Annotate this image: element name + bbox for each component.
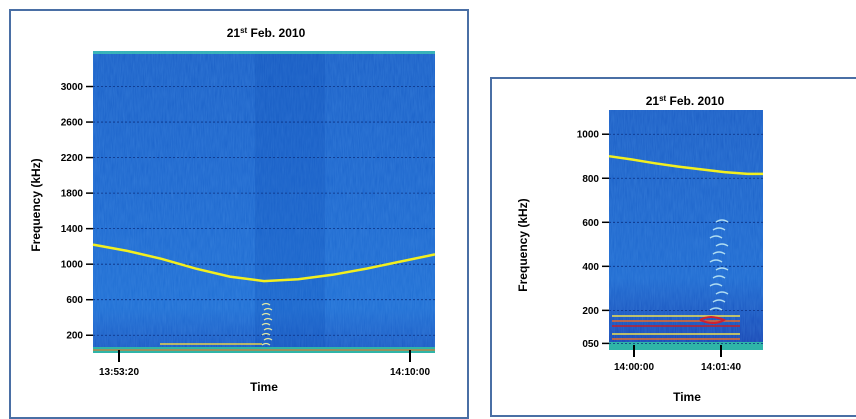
left-dark-band bbox=[255, 51, 325, 353]
burst-stroke bbox=[712, 251, 726, 255]
burst-stroke bbox=[709, 283, 723, 287]
right-x-axis-label: Time bbox=[673, 390, 701, 404]
burst-stroke bbox=[712, 299, 726, 303]
burst-stroke bbox=[712, 275, 726, 279]
right-chart-title: 21st Feb. 2010 bbox=[646, 94, 725, 108]
y-tick-label: 400 bbox=[582, 262, 599, 273]
left-chart-title: 21st Feb. 2010 bbox=[227, 26, 306, 40]
left-plot-noise bbox=[93, 51, 435, 353]
burst-stroke bbox=[715, 267, 729, 271]
left-y-axis-label: Frequency (kHz) bbox=[29, 158, 43, 251]
burst-stroke bbox=[709, 307, 723, 311]
y-tick-label: 1800 bbox=[61, 189, 84, 200]
right-gridlines bbox=[609, 133, 763, 344]
left-top-edge bbox=[93, 51, 435, 54]
burst-stroke bbox=[261, 342, 271, 346]
right-y-axis-label: Frequency (kHz) bbox=[516, 198, 530, 291]
left-plasma-frequency-curve bbox=[92, 243, 436, 283]
burst-stroke bbox=[715, 219, 729, 223]
spectrogram-figure: 21st Feb. 2010 200 600 1000 1400 1800 2200 260… bbox=[29, 26, 763, 404]
burst-stroke bbox=[699, 316, 727, 324]
y-tick-label: 1400 bbox=[61, 224, 84, 235]
left-y-ticks: 200 600 1000 1400 1800 2200 2600 3000 bbox=[61, 82, 93, 342]
right-y-ticks: 050 200 400 600 800 1000 bbox=[577, 130, 609, 350]
right-plot-noise bbox=[609, 110, 763, 350]
burst-stroke bbox=[709, 259, 723, 263]
burst-stroke bbox=[263, 327, 273, 331]
left-x-tick-2: 14:10:00 bbox=[390, 367, 430, 378]
y-tick-label: 200 bbox=[582, 306, 599, 317]
left-spectrogram: 21st Feb. 2010 200 600 1000 1400 1800 2200 260… bbox=[29, 26, 436, 394]
burst-stroke bbox=[263, 307, 273, 311]
burst-stroke bbox=[712, 227, 726, 231]
y-tick-label: 1000 bbox=[577, 130, 600, 141]
left-x-tick-1: 13:53:20 bbox=[99, 367, 139, 378]
y-tick-label: 2600 bbox=[61, 118, 84, 129]
right-x-tick-2: 14:01:40 bbox=[701, 362, 741, 373]
y-tick-label: 3000 bbox=[61, 82, 84, 93]
burst-stroke bbox=[261, 302, 271, 306]
burst-stroke bbox=[261, 332, 271, 336]
y-tick-label: 600 bbox=[582, 218, 599, 229]
burst-stroke bbox=[263, 337, 273, 341]
right-bottom-band bbox=[609, 342, 763, 350]
right-plasma-frequency-curve bbox=[608, 154, 763, 176]
y-tick-label: 050 bbox=[582, 339, 599, 350]
left-radio-burst bbox=[93, 302, 435, 351]
burst-stroke bbox=[263, 317, 273, 321]
burst-stroke bbox=[715, 291, 729, 295]
burst-stroke bbox=[261, 312, 271, 316]
right-x-tick-1: 14:00:00 bbox=[614, 362, 654, 373]
y-tick-label: 1000 bbox=[61, 260, 84, 271]
left-x-axis-label: Time bbox=[250, 380, 278, 394]
burst-stroke bbox=[709, 235, 723, 239]
burst-stroke bbox=[261, 322, 271, 326]
y-tick-label: 800 bbox=[582, 174, 599, 185]
left-gridlines bbox=[93, 86, 435, 336]
y-tick-label: 200 bbox=[66, 331, 83, 342]
y-tick-label: 600 bbox=[66, 295, 83, 306]
right-radio-burst bbox=[612, 219, 740, 340]
y-tick-label: 2200 bbox=[61, 153, 84, 164]
right-spectrogram: 21st Feb. 2010 050 200 400 600 800 1000 14:00… bbox=[516, 94, 763, 404]
burst-stroke bbox=[715, 243, 729, 247]
